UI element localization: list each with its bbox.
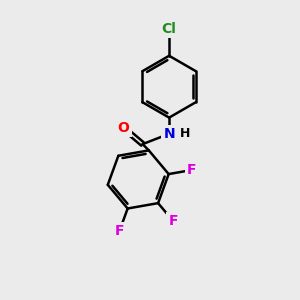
Text: F: F — [115, 224, 124, 238]
Text: N: N — [163, 127, 175, 141]
Text: Cl: Cl — [162, 22, 177, 36]
Text: O: O — [118, 121, 129, 135]
Text: H: H — [180, 127, 190, 140]
Text: F: F — [169, 214, 178, 228]
Text: F: F — [187, 163, 196, 177]
